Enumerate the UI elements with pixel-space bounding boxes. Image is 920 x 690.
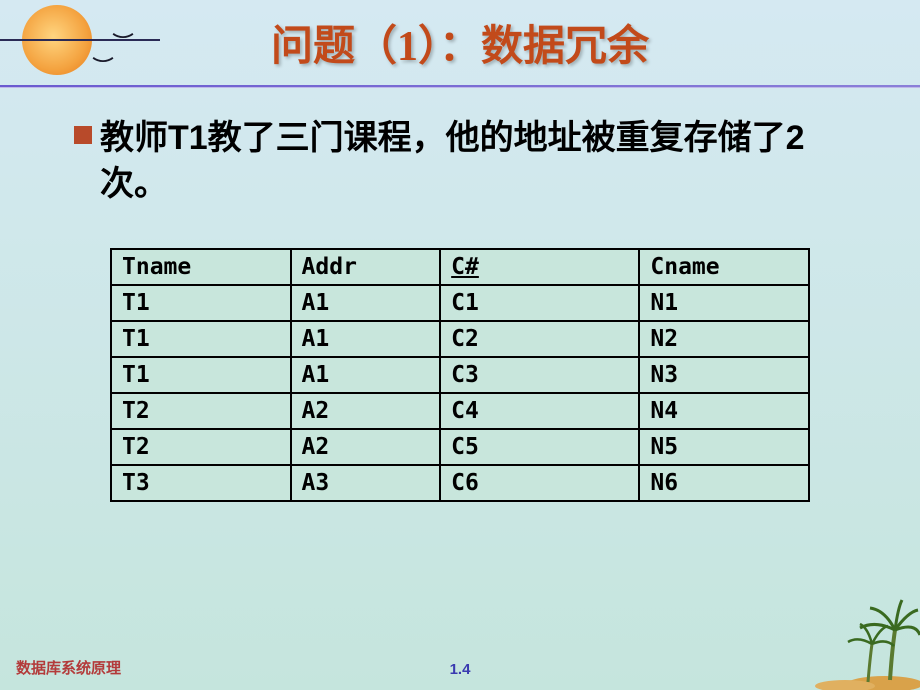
table-cell: C4 — [440, 393, 639, 429]
bird-icon: ︶ — [93, 52, 114, 76]
slide-body: 教师T1教了三门课程，他的地址被重复存储了2次。 TnameAddrC#Cnam… — [0, 88, 920, 502]
table-cell: A1 — [291, 357, 441, 393]
slide-title: 问题（1）：数据冗余 — [0, 0, 920, 73]
table-cell: N2 — [639, 321, 809, 357]
table-row: T2A2C4N4 — [111, 393, 809, 429]
table-row: T2A2C5N5 — [111, 429, 809, 465]
table-row: T1A1C1N1 — [111, 285, 809, 321]
table-cell: C1 — [440, 285, 639, 321]
data-table-wrap: TnameAddrC#Cname T1A1C1N1T1A1C2N2T1A1C3N… — [110, 248, 866, 502]
table-cell: A3 — [291, 465, 441, 501]
table-cell: N1 — [639, 285, 809, 321]
table-cell: T1 — [111, 285, 291, 321]
table-cell: N5 — [639, 429, 809, 465]
bullet-text: 教师T1教了三门课程，他的地址被重复存储了2次。 — [100, 116, 866, 208]
table-row: T1A1C2N2 — [111, 321, 809, 357]
table-cell: A2 — [291, 393, 441, 429]
table-cell: C2 — [440, 321, 639, 357]
table-row: T3A3C6N6 — [111, 465, 809, 501]
bird-icon: ︶ — [113, 28, 134, 52]
table-cell: A1 — [291, 321, 441, 357]
table-cell: C5 — [440, 429, 639, 465]
table-header-cell: Addr — [291, 249, 441, 285]
table-body: T1A1C1N1T1A1C2N2T1A1C3N3T2A2C4N4T2A2C5N5… — [111, 285, 809, 501]
palm-decoration — [790, 580, 920, 690]
table-cell: T3 — [111, 465, 291, 501]
table-cell: C3 — [440, 357, 639, 393]
table-cell: C6 — [440, 465, 639, 501]
table-cell: A2 — [291, 429, 441, 465]
bullet-marker — [74, 126, 92, 144]
horizon-line — [0, 39, 160, 41]
bullet-item: 教师T1教了三门课程，他的地址被重复存储了2次。 — [74, 116, 866, 208]
table-header-cell: C# — [440, 249, 639, 285]
table-cell: A1 — [291, 285, 441, 321]
table-header-cell: Cname — [639, 249, 809, 285]
footer-page-number: 1.4 — [450, 661, 471, 678]
table-cell: T2 — [111, 393, 291, 429]
table-cell: T1 — [111, 357, 291, 393]
table-cell: N4 — [639, 393, 809, 429]
table-cell: T2 — [111, 429, 291, 465]
table-cell: N3 — [639, 357, 809, 393]
table-cell: T1 — [111, 321, 291, 357]
table-row: T1A1C3N3 — [111, 357, 809, 393]
table-header-row: TnameAddrC#Cname — [111, 249, 809, 285]
table-header-cell: Tname — [111, 249, 291, 285]
data-table: TnameAddrC#Cname T1A1C1N1T1A1C2N2T1A1C3N… — [110, 248, 810, 502]
table-cell: N6 — [639, 465, 809, 501]
footer-left: 数据库系统原理 — [16, 657, 121, 678]
